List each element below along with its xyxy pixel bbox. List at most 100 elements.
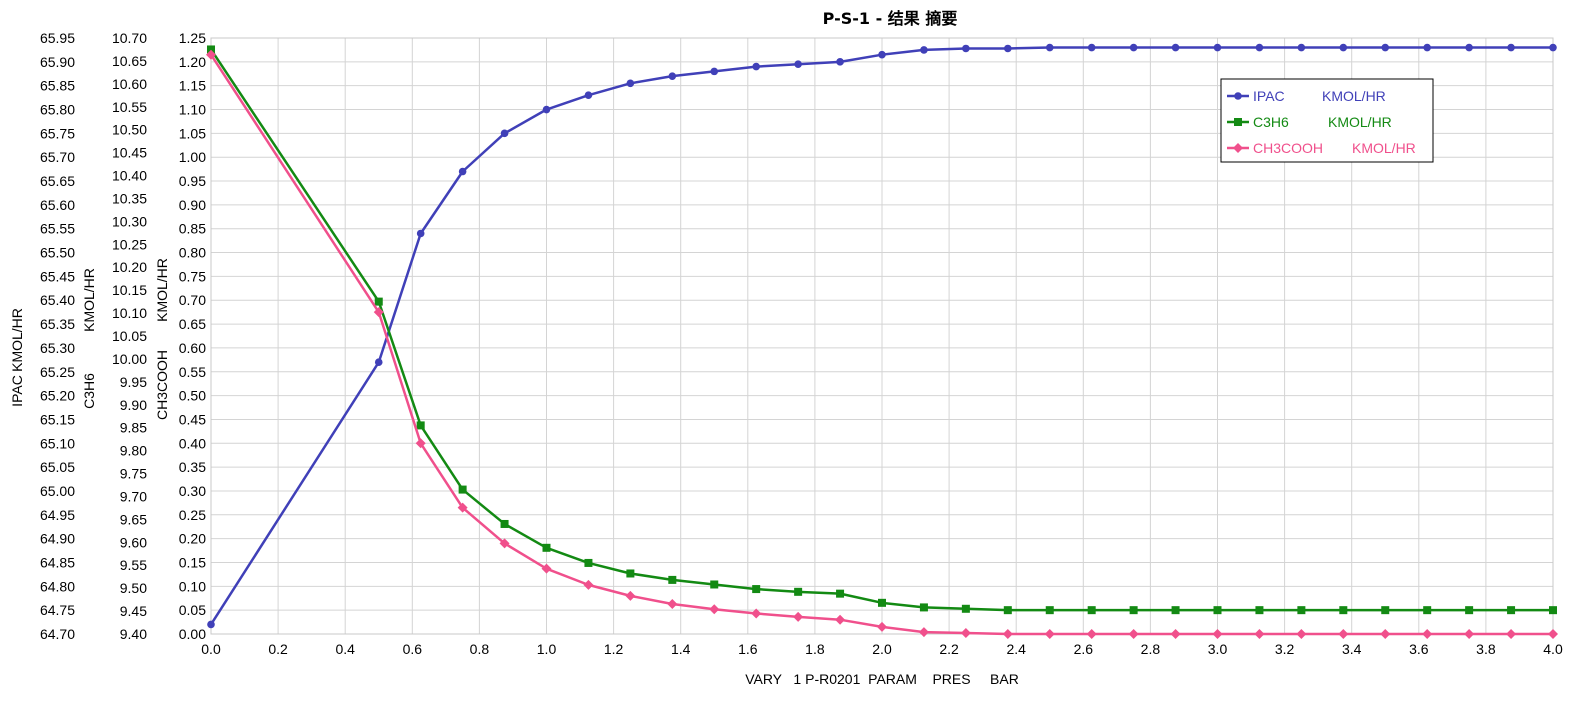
data-point-ch3cooh [415,438,426,449]
series-line-c3h6 [209,48,1553,612]
legend-item-ch3cooh: CH3COOH KMOL/HR [1227,140,1416,156]
data-point-ch3cooh [918,627,929,638]
y-axis-c3h6: KMOL/HR C3H6 9.40 9.45 9.50 9.55 9.60 9.65 9.7… [81,30,147,642]
y-tick-label-ch3cooh: 0.50 [179,388,206,404]
series-line-ipac [209,46,1553,626]
y-tick-label-ch3cooh: 0.70 [179,292,206,308]
legend-label: IPAC [1253,88,1285,104]
series-c3h6 [207,45,1557,615]
y-tick-label-c3h6: 10.00 [112,351,147,367]
data-point-ipac [920,46,928,54]
data-point-ipac [962,44,970,53]
y-tick-label-c3h6: 10.50 [112,122,147,138]
y-tick-label-ipac: 65.55 [40,221,75,237]
data-point-ipac [500,129,509,138]
x-tick-label: 0.6 [403,641,423,657]
y-axis-c3h6-unit: KMOL/HR [81,268,97,332]
legend-marker [1234,92,1242,100]
y-tick-label-ipac: 65.50 [40,245,75,261]
series-ch3cooh [206,49,1558,639]
y-tick-label-ch3cooh: 0.60 [179,340,206,356]
data-point-c3h6 [1045,606,1054,615]
y-tick-label-c3h6: 9.90 [120,397,147,413]
y-tick-label-c3h6: 10.45 [112,145,147,161]
y-tick-label-ch3cooh: 0.00 [179,626,206,642]
y-tick-label-ipac: 64.85 [40,554,75,570]
x-tick-label: 3.0 [1208,641,1228,657]
data-point-ipac [836,58,844,66]
x-tick-label: 1.0 [537,641,557,657]
y-tick-label-ipac: 64.95 [40,507,75,523]
y-tick-label-c3h6: 9.95 [120,374,147,390]
y-tick-label-c3h6: 10.35 [112,190,147,206]
chart-title: P-S-1 - 结果 摘要 [823,9,958,28]
legend-item-c3h6: C3H6 KMOL/HR [1227,114,1392,130]
series-line-ch3cooh [209,54,1553,636]
data-point-c3h6 [626,569,635,578]
data-point-c3h6 [1507,606,1516,615]
data-point-ch3cooh [960,628,971,639]
y-tick-label-c3h6: 10.55 [112,99,147,115]
y-tick-label-c3h6: 9.70 [120,488,147,504]
data-point-c3h6 [1381,606,1390,615]
y-axis-ipac-name: IPAC [9,375,25,407]
y-tick-label-ipac: 65.95 [40,30,75,46]
data-point-ch3cooh [835,614,846,625]
data-point-ch3cooh [1296,629,1307,639]
y-tick-label-ipac: 65.65 [40,173,75,189]
data-point-ch3cooh [1506,629,1517,639]
x-tick-label: 2.0 [872,641,892,657]
y-tick-label-ch3cooh: 1.05 [179,125,206,141]
y-tick-label-ipac: 64.80 [40,578,75,594]
data-point-c3h6 [919,603,928,612]
y-tick-label-ch3cooh: 0.75 [179,268,206,284]
x-tick-label: 3.4 [1342,641,1362,657]
data-point-ch3cooh [583,579,594,590]
data-point-ipac [207,620,215,629]
y-tick-label-ch3cooh: 0.65 [179,316,206,332]
data-point-c3h6 [584,558,593,567]
y-axis-ipac: KMOL/HR IPAC 64.70 64.75 64.80 64.85 64.90 64… [9,30,75,642]
data-point-ch3cooh [206,49,216,60]
y-tick-label-ch3cooh: 0.85 [179,221,206,237]
data-point-c3h6 [668,575,677,584]
data-point-c3h6 [961,604,970,613]
data-point-ipac [458,167,467,176]
x-tick-label: 1.2 [604,641,624,657]
data-point-ipac [584,91,593,100]
data-point-ch3cooh [1338,629,1349,639]
data-point-ipac [542,105,551,114]
y-tick-label-ch3cooh: 1.00 [179,149,206,165]
y-tick-label-ipac: 65.25 [40,364,75,380]
x-tick-label: 1.6 [738,641,758,657]
data-point-ch3cooh [1044,629,1055,639]
y-tick-label-c3h6: 9.50 [120,580,147,596]
data-point-ch3cooh [1464,629,1475,639]
y-tick-label-ipac: 65.85 [40,78,75,94]
data-point-c3h6 [1549,606,1557,615]
x-tick-label: 0.0 [201,641,221,657]
data-point-c3h6 [1003,606,1012,615]
data-point-c3h6 [710,580,719,589]
data-point-ipac [1507,43,1515,52]
x-tick-label: 1.4 [671,641,691,657]
y-tick-label-ch3cooh: 0.45 [179,411,206,427]
y-axis-ipac-unit: KMOL/HR [9,308,25,372]
x-axis-title: VARY 1 P-R0201 PARAM PRES BAR [745,671,1019,687]
y-tick-label-ch3cooh: 0.40 [179,435,206,451]
data-point-ipac [1045,43,1054,52]
data-point-ipac [668,72,677,80]
data-point-ch3cooh [1254,629,1265,639]
data-point-ipac [1465,43,1473,52]
data-point-ch3cooh [499,538,510,549]
data-point-ipac [878,50,886,59]
legend-unit: KMOL/HR [1352,140,1416,156]
data-point-ch3cooh [1212,629,1223,639]
y-tick-label-c3h6: 9.65 [120,511,147,527]
y-axis-ch3cooh: KMOL/HR CH3COOH 0.00 0.05 0.10 0.15 0.20 0.25… [154,30,206,642]
data-point-c3h6 [1465,606,1474,615]
data-point-ch3cooh [877,621,887,632]
x-tick-label: 3.6 [1409,641,1429,657]
y-tick-label-ch3cooh: 0.80 [179,245,206,261]
